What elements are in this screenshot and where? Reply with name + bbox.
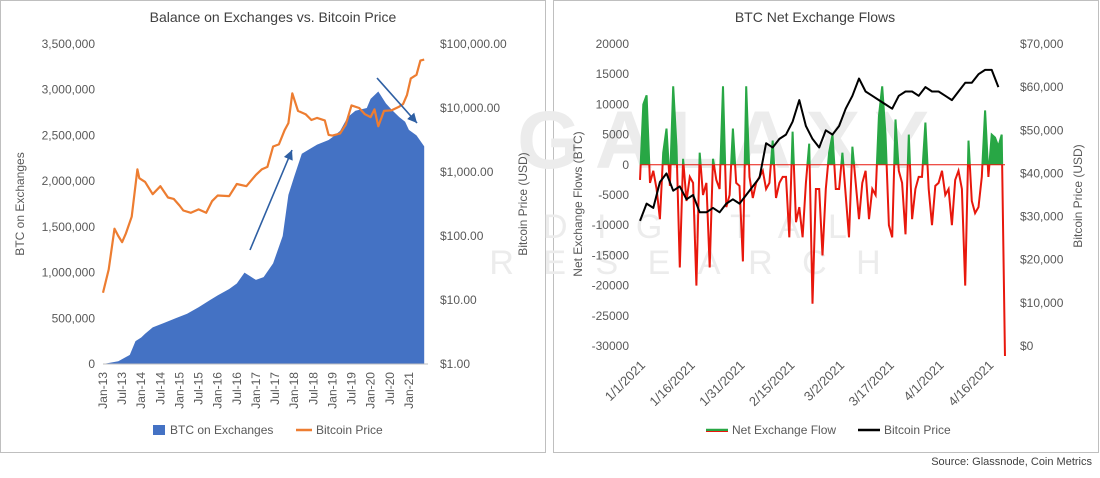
y-tick-label: 10000 xyxy=(596,97,630,111)
x-tick-label: Jul-16 xyxy=(230,372,244,405)
chart-title: Balance on Exchanges vs. Bitcoin Price xyxy=(150,9,397,25)
y-tick-label: 0 xyxy=(88,357,95,371)
series-line-bitcoin-price xyxy=(101,58,425,293)
x-tick-label: Jul-13 xyxy=(115,372,129,405)
y-tick-label: 2,500,000 xyxy=(42,128,96,142)
x-tick-label: 2/15/2021 xyxy=(746,358,798,410)
y2-tick-label: $40,000 xyxy=(1020,166,1064,180)
x-tick-label: Jan-21 xyxy=(402,372,416,409)
x-tick-label: 1/16/2021 xyxy=(646,358,698,410)
y2-tick-label: $100,000.00 xyxy=(440,37,507,51)
legend-swatch-btc-on-exchanges xyxy=(153,425,165,435)
y-tick-label: 1,500,000 xyxy=(42,220,96,234)
y2-tick-label: $60,000 xyxy=(1020,80,1064,94)
y-axis-label: BTC on Exchanges xyxy=(13,152,27,255)
y-axis-label: Net Exchange Flows (BTC) xyxy=(571,131,585,276)
x-tick-label: 3/17/2021 xyxy=(845,358,897,410)
y2-tick-label: $20,000 xyxy=(1020,253,1064,267)
y2-tick-label: $10,000 xyxy=(1020,296,1064,310)
x-tick-label: Jul-20 xyxy=(383,372,397,405)
x-tick-label: Jul-18 xyxy=(306,372,320,405)
y2-tick-label: $10.00 xyxy=(440,293,477,307)
x-tick-label: Jul-15 xyxy=(192,372,206,405)
trend-arrow-up xyxy=(249,149,293,251)
x-tick-label: 1/1/2021 xyxy=(602,358,648,404)
x-tick-label: Jan-13 xyxy=(96,372,110,409)
y2-axis-label: Bitcoin Price (USD) xyxy=(1071,144,1085,247)
x-tick-label: Jul-14 xyxy=(153,372,167,405)
y-tick-label: -10000 xyxy=(592,218,630,232)
series-line-net-flow-negative xyxy=(639,164,1006,356)
y-tick-label: -15000 xyxy=(592,248,630,262)
y-tick-label: 15000 xyxy=(596,67,630,81)
panel-left-border xyxy=(0,0,546,453)
y-tick-label: 3,500,000 xyxy=(42,37,96,51)
watermark-text: R E S E A R C H xyxy=(489,244,890,282)
y-tick-label: -20000 xyxy=(592,279,630,293)
legend-label: Bitcoin Price xyxy=(884,423,951,437)
legend-label: Net Exchange Flow xyxy=(732,423,836,437)
y2-tick-label: $70,000 xyxy=(1020,37,1064,51)
y-tick-label: 2,000,000 xyxy=(42,174,96,188)
x-tick-label: Jul-19 xyxy=(345,372,359,405)
y2-tick-label: $100.00 xyxy=(440,229,484,243)
x-tick-label: Jan-18 xyxy=(287,372,301,409)
x-tick-label: Jan-14 xyxy=(134,372,148,409)
legend-label: Bitcoin Price xyxy=(316,423,383,437)
x-tick-label: Jul-17 xyxy=(268,372,282,405)
panel-right-border xyxy=(553,0,1099,453)
series-line-btc-price xyxy=(639,68,1000,222)
y2-tick-label: $10,000.00 xyxy=(440,101,500,115)
series-area-btc-on-exchanges xyxy=(103,91,425,364)
source-note: Source: Glassnode, Coin Metrics xyxy=(931,456,1092,468)
y-tick-label: 3,000,000 xyxy=(42,83,96,97)
y-tick-label: -25000 xyxy=(592,309,630,323)
y-tick-label: 0 xyxy=(622,158,629,172)
y2-axis-label: Bitcoin Price (USD) xyxy=(516,152,530,255)
x-tick-label: 4/16/2021 xyxy=(945,358,997,410)
y-tick-label: 5000 xyxy=(602,128,629,142)
y2-tick-label: $0 xyxy=(1020,339,1034,353)
y2-tick-label: $1.00 xyxy=(440,357,470,371)
x-tick-label: Jan-15 xyxy=(172,372,186,409)
y2-tick-label: $50,000 xyxy=(1020,123,1064,137)
y-tick-label: 1,000,000 xyxy=(42,266,96,280)
x-tick-label: 4/1/2021 xyxy=(900,358,946,404)
y2-tick-label: $30,000 xyxy=(1020,210,1064,224)
y-tick-label: -30000 xyxy=(592,339,630,353)
x-tick-label: Jan-19 xyxy=(325,372,339,409)
y2-tick-label: $1,000.00 xyxy=(440,165,494,179)
x-tick-label: 1/31/2021 xyxy=(696,358,748,410)
x-tick-label: 3/2/2021 xyxy=(801,358,847,404)
legend-label: BTC on Exchanges xyxy=(170,423,273,437)
x-tick-label: Jan-17 xyxy=(249,372,263,409)
x-tick-label: Jan-20 xyxy=(364,372,378,409)
y-tick-label: 500,000 xyxy=(52,311,96,325)
y-tick-label: -5000 xyxy=(598,188,629,202)
y-tick-label: 20000 xyxy=(596,37,630,51)
chart-title: BTC Net Exchange Flows xyxy=(735,9,895,25)
x-tick-label: Jan-16 xyxy=(211,372,225,409)
trend-arrow-down xyxy=(376,77,418,124)
